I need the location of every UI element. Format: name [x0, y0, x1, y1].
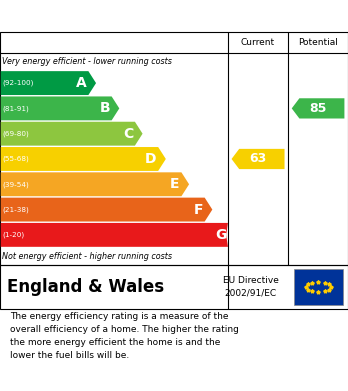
Polygon shape: [1, 197, 212, 222]
Text: (21-38): (21-38): [3, 206, 30, 213]
Polygon shape: [1, 147, 166, 171]
Polygon shape: [1, 122, 143, 145]
Text: F: F: [193, 203, 203, 217]
Text: A: A: [76, 76, 87, 90]
Text: Current: Current: [241, 38, 275, 47]
Polygon shape: [1, 223, 228, 247]
Text: B: B: [99, 101, 110, 115]
Text: E: E: [170, 177, 180, 191]
Polygon shape: [1, 97, 119, 120]
Text: (69-80): (69-80): [3, 131, 30, 137]
Text: (92-100): (92-100): [3, 80, 34, 86]
Text: 63: 63: [250, 152, 267, 165]
Polygon shape: [231, 149, 285, 169]
Polygon shape: [292, 98, 345, 118]
Text: (39-54): (39-54): [3, 181, 30, 188]
Text: England & Wales: England & Wales: [7, 278, 164, 296]
Text: Not energy efficient - higher running costs: Not energy efficient - higher running co…: [2, 252, 172, 261]
Text: EU Directive
2002/91/EC: EU Directive 2002/91/EC: [223, 276, 278, 298]
Text: (55-68): (55-68): [3, 156, 30, 162]
Text: The energy efficiency rating is a measure of the
overall efficiency of a home. T: The energy efficiency rating is a measur…: [10, 312, 239, 360]
Polygon shape: [1, 172, 189, 196]
Text: G: G: [215, 228, 226, 242]
Polygon shape: [1, 71, 96, 95]
Text: Potential: Potential: [298, 38, 338, 47]
Text: (81-91): (81-91): [3, 105, 30, 112]
Text: (1-20): (1-20): [3, 231, 25, 238]
Text: Energy Efficiency Rating: Energy Efficiency Rating: [10, 9, 213, 23]
Text: D: D: [145, 152, 156, 166]
FancyBboxPatch shape: [294, 269, 343, 305]
Text: C: C: [123, 127, 133, 141]
Text: 85: 85: [309, 102, 327, 115]
Text: Very energy efficient - lower running costs: Very energy efficient - lower running co…: [2, 57, 172, 66]
